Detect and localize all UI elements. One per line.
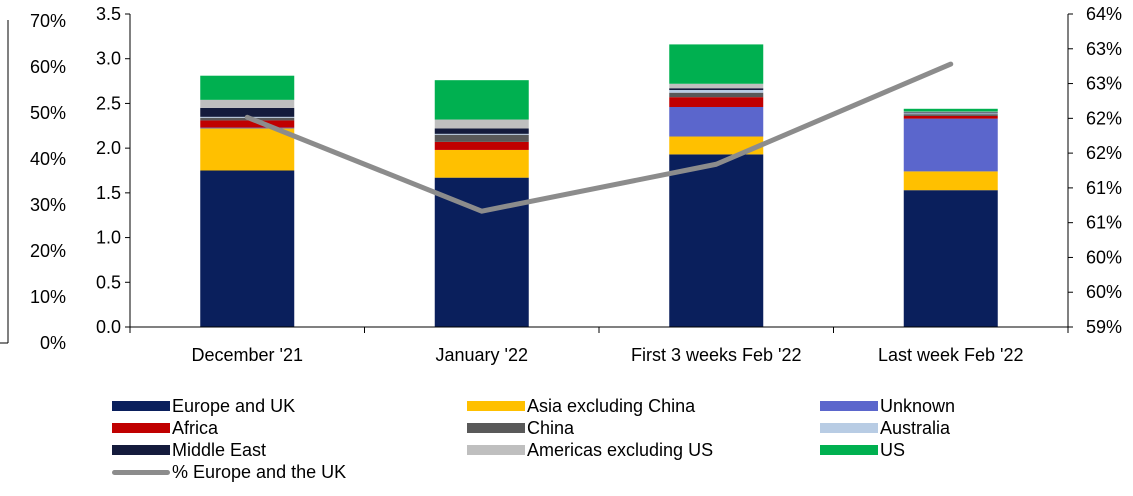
legend-swatch [820,423,878,433]
legend-label: Unknown [880,396,956,416]
bar-segment-africa [200,120,295,128]
y2-tick-label: 64% [1086,4,1122,24]
legend-label: % Europe and the UK [172,462,347,482]
legend-swatch [112,469,170,475]
legend-swatch [467,401,525,411]
legend-swatch [112,401,170,411]
bar-segment-asia-excluding-china [434,149,529,178]
legend-item: Australia [820,418,950,438]
axes-group: 0.0 0.5 1.0 1.5 2.0 2.5 3.0 3.5 0% 10% 20% 30% 40% 50… [0,4,1122,365]
y2-tick-label: 62% [1086,143,1122,163]
bar-segment-us [434,80,529,120]
bar-segment-middle-east [669,88,764,91]
bar-segment-americas-excluding-us [200,99,295,108]
bar-segment-africa [434,141,529,150]
legend-swatch [820,445,878,455]
bar-segment-americas-excluding-us [434,119,529,129]
x-tick-label: First 3 weeks Feb '22 [631,345,802,365]
y-tick-label: 0.5 [96,272,121,292]
y-tick-label: 2.0 [96,138,121,158]
y2-tick-label: 60% [1086,282,1122,302]
outer-y-tick-label: 70% [30,11,66,31]
y2-tick-label: 61% [1086,178,1122,198]
legend-label: Europe and UK [172,396,296,416]
y-tick-label: 3.5 [96,4,121,24]
y2-tick-label: 63% [1086,74,1122,94]
outer-y-tick-label: 0% [40,333,66,353]
bar-segment-australia [434,133,529,135]
bar-segment-unknown [903,118,998,172]
y2-tick-label: 61% [1086,213,1122,233]
legend-label: Africa [172,418,219,438]
bar-segment-europe-and-uk [200,170,295,327]
x-tick-label: Last week Feb '22 [878,345,1024,365]
bar-segment-africa [669,97,764,108]
y-tick-label: 2.5 [96,93,121,113]
bar-segment-asia-excluding-china [669,136,764,155]
y2-tick-label: 62% [1086,108,1122,128]
legend-label: Asia excluding China [527,396,696,416]
bars-group [200,44,998,327]
legend-item: China [467,418,574,438]
bar-segment-china [434,134,529,142]
legend-item: Americas excluding US [467,440,713,460]
legend-item: % Europe and the UK [112,462,346,482]
line-group [244,61,954,214]
outer-y-tick-label: 30% [30,195,66,215]
legend-item: Africa [112,418,218,438]
y2-tick-label: 59% [1086,317,1122,337]
bar-segment-americas-excluding-us [669,83,764,89]
bar-segment-china [669,92,764,98]
bar-segment-europe-and-uk [669,154,764,327]
legend-item: Middle East [112,440,266,460]
legend-label: China [527,418,575,438]
y-tick-label: 3.0 [96,49,121,69]
legend-swatch [112,423,170,433]
outer-y-tick-label: 10% [30,287,66,307]
bar-segment-africa [903,115,998,119]
x-tick-label: December '21 [192,345,304,365]
legend-item: Unknown [820,396,955,416]
bar-segment-middle-east [200,107,295,117]
legend-swatch [820,401,878,411]
legend-item: Europe and UK [112,396,295,416]
legend-swatch [467,423,525,433]
chart: 0.0 0.5 1.0 1.5 2.0 2.5 3.0 3.5 0% 10% 20% 30% 40% 50… [0,4,1122,365]
outer-y-tick-label: 40% [30,149,66,169]
legend-swatch [467,445,525,455]
bar-segment-china [903,114,998,116]
x-tick-label: January '22 [436,345,529,365]
outer-y-tick-label: 20% [30,241,66,261]
bar-segment-unknown [200,127,295,129]
bar-segment-middle-east [903,112,998,114]
legend-item: US [820,440,905,460]
y-tick-label: 1.5 [96,183,121,203]
bar-segment-us [903,108,998,112]
y-tick-label: 1.0 [96,228,121,248]
bar-segment-asia-excluding-china [903,171,998,191]
y2-tick-label: 60% [1086,247,1122,267]
europe-share-line [244,61,954,214]
y-tick-label: 0.0 [96,317,121,337]
legend-swatch [112,445,170,455]
bar-segment-unknown [669,107,764,137]
bar-segment-americas-excluding-us [903,111,998,113]
outer-y-tick-label: 50% [30,103,66,123]
legend-item: Asia excluding China [467,396,695,416]
bar-segment-us [200,75,295,100]
outer-y-tick-label: 60% [30,57,66,77]
legend-label: US [880,440,906,460]
bar-segment-middle-east [434,128,529,134]
bar-segment-europe-and-uk [903,190,998,327]
legend-label: Middle East [172,440,267,460]
y2-tick-label: 63% [1086,39,1122,59]
legend-label: Australia [880,418,951,438]
bar-segment-australia [903,113,998,115]
bar-segment-australia [669,90,764,93]
bar-segment-us [669,44,764,84]
bar-segment-asia-excluding-china [200,128,295,171]
legend-label: Americas excluding US [527,440,714,460]
